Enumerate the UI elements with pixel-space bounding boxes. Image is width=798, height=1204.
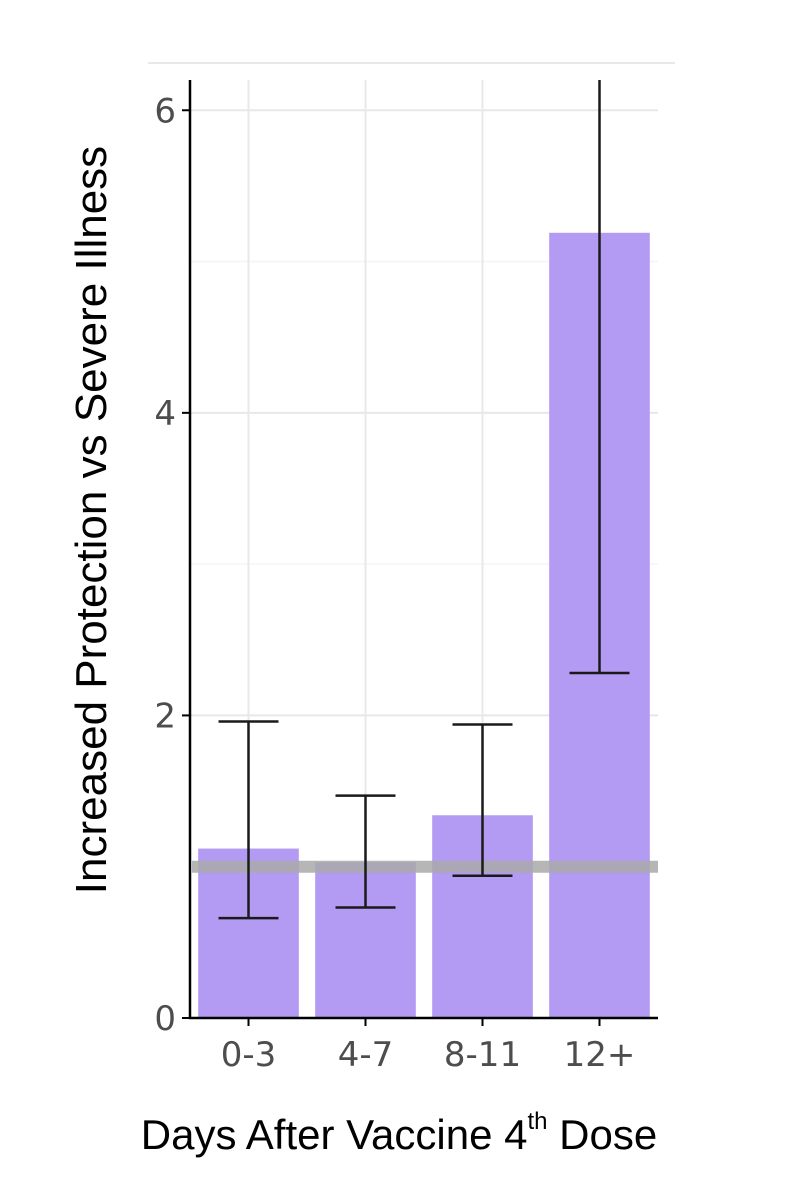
y-tick-label-4: 4: [154, 394, 176, 434]
x-axis-label-end: Dose: [547, 1111, 658, 1158]
y-axis-label: Increased Protection vs Severe Illness: [67, 145, 116, 895]
x-tick-label-4-7: 4-7: [338, 1035, 394, 1075]
error-bar-4-7: [335, 794, 396, 909]
y-tick-label-6: 6: [154, 91, 176, 131]
axes: [182, 80, 658, 1026]
x-tick-label-8-11: 8-11: [444, 1035, 521, 1075]
x-axis-label-superscript: th: [527, 1108, 548, 1135]
y-tick-label-0: 0: [154, 999, 176, 1039]
x-tick-label-0-3: 0-3: [221, 1035, 277, 1075]
x-axis-label-main: Days After Vaccine 4: [140, 1111, 528, 1158]
bars: [198, 232, 650, 1018]
y-axis-label-container: Increased Protection vs Severe Illness: [62, 0, 122, 1200]
y-tick-label-2: 2: [154, 696, 176, 736]
error-bar-0-3: [218, 720, 279, 920]
x-axis-label: Days After Vaccine 4th Dose: [0, 1108, 798, 1159]
error-bars: [218, 80, 630, 920]
error-bar-12+: [569, 80, 630, 675]
x-tick-label-12+: 12+: [564, 1035, 636, 1075]
error-bar-8-11: [452, 723, 513, 878]
tick-labels: 0 2 4 6 0-3 4-7 8-11 12+: [154, 91, 635, 1075]
